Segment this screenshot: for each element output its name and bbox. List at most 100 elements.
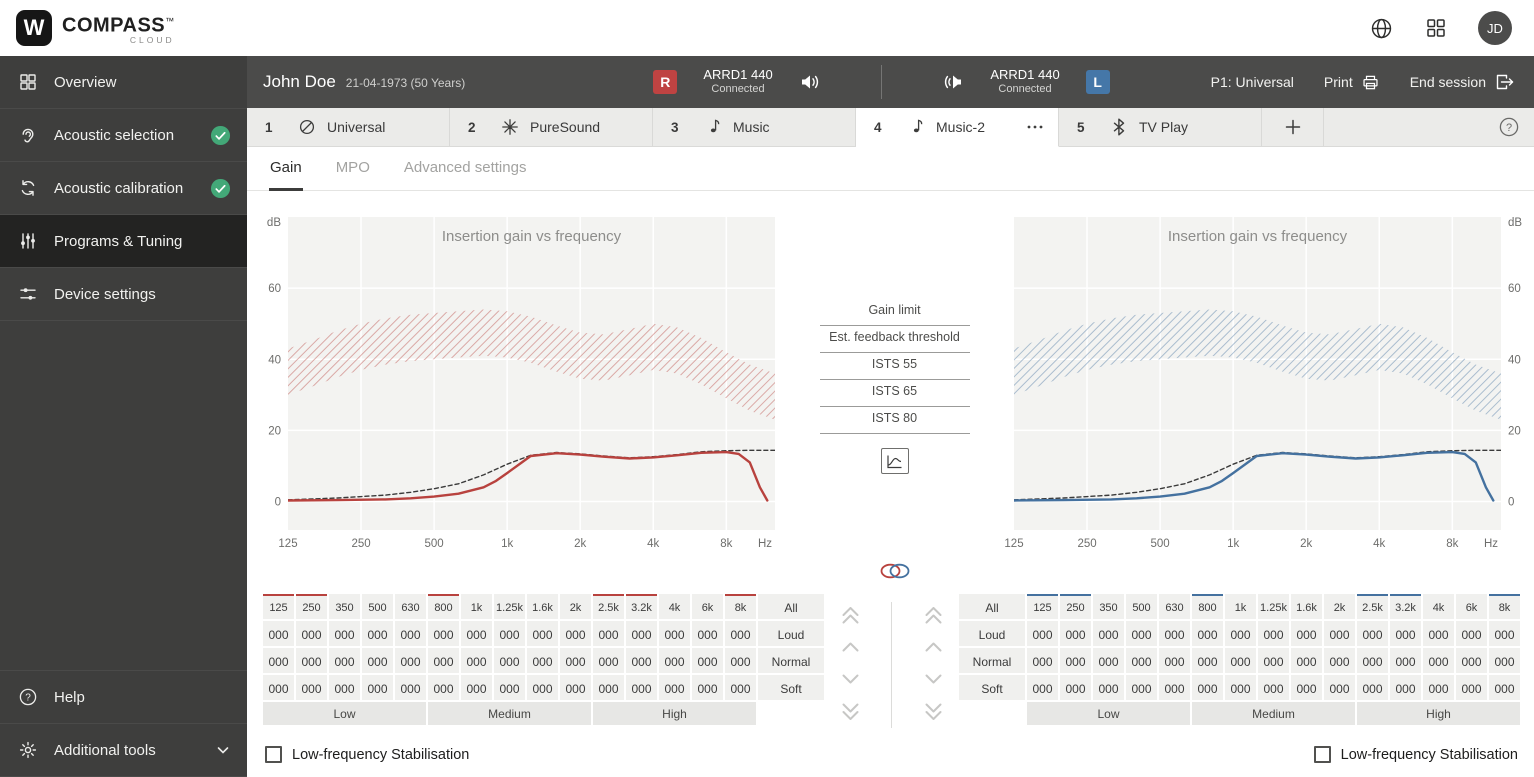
nudge-down-large-left-ear[interactable] bbox=[918, 698, 948, 724]
program-tab-puresound[interactable]: 2 PureSound bbox=[450, 108, 653, 146]
row-label-soft[interactable]: Soft bbox=[758, 675, 824, 700]
frequency-header[interactable]: 1k bbox=[1225, 594, 1256, 619]
nudge-up-left-ear[interactable] bbox=[918, 634, 948, 660]
gain-cell[interactable]: 000 bbox=[692, 675, 723, 700]
gain-cell[interactable]: 000 bbox=[1456, 675, 1487, 700]
row-label-normal[interactable]: Normal bbox=[959, 648, 1025, 673]
frequency-header[interactable]: 2.5k bbox=[593, 594, 624, 619]
frequency-header[interactable]: 1.6k bbox=[527, 594, 558, 619]
avatar[interactable]: JD bbox=[1478, 11, 1512, 45]
gain-cell[interactable]: 000 bbox=[593, 621, 624, 646]
frequency-header[interactable]: 630 bbox=[395, 594, 426, 619]
sidebar-item-help[interactable]: ? Help bbox=[0, 671, 247, 724]
gain-cell[interactable]: 000 bbox=[1456, 648, 1487, 673]
frequency-header[interactable]: 1.6k bbox=[1291, 594, 1322, 619]
all-column-header[interactable]: All bbox=[959, 594, 1025, 619]
gain-cell[interactable]: 000 bbox=[1291, 675, 1322, 700]
speaker-icon[interactable] bbox=[799, 71, 823, 93]
gain-cell[interactable]: 000 bbox=[1060, 648, 1091, 673]
gain-cell[interactable]: 000 bbox=[362, 675, 393, 700]
gain-cell[interactable]: 000 bbox=[1489, 675, 1520, 700]
gain-cell[interactable]: 000 bbox=[593, 648, 624, 673]
gain-cell[interactable]: 000 bbox=[263, 675, 294, 700]
gain-cell[interactable]: 000 bbox=[1456, 621, 1487, 646]
gain-cell[interactable]: 000 bbox=[1060, 621, 1091, 646]
gain-cell[interactable]: 000 bbox=[1423, 621, 1454, 646]
tab-advanced-settings[interactable]: Advanced settings bbox=[403, 159, 527, 176]
frequency-header[interactable]: 3.2k bbox=[626, 594, 657, 619]
frequency-header[interactable]: 630 bbox=[1159, 594, 1190, 619]
nudge-down-left-ear[interactable] bbox=[918, 666, 948, 692]
speaker-mirrored-icon[interactable] bbox=[940, 71, 964, 93]
band-medium[interactable]: Medium bbox=[428, 702, 591, 725]
gain-cell[interactable]: 000 bbox=[593, 675, 624, 700]
row-label-soft[interactable]: Soft bbox=[959, 675, 1025, 700]
gain-cell[interactable]: 000 bbox=[1126, 648, 1157, 673]
gain-cell[interactable]: 000 bbox=[1423, 648, 1454, 673]
gain-cell[interactable]: 000 bbox=[395, 648, 426, 673]
program-tab-menu-button[interactable] bbox=[1024, 118, 1046, 136]
gain-cell[interactable]: 000 bbox=[1258, 621, 1289, 646]
curve-toggle-est-feedback-threshold[interactable]: Est. feedback threshold bbox=[819, 326, 970, 353]
gain-cell[interactable]: 000 bbox=[428, 648, 459, 673]
frequency-header[interactable]: 250 bbox=[296, 594, 327, 619]
globe-icon[interactable] bbox=[1369, 16, 1394, 41]
program-tab-music-2[interactable]: 4 Music-2 bbox=[856, 108, 1059, 147]
tab-gain[interactable]: Gain bbox=[269, 147, 303, 191]
frequency-header[interactable]: 8k bbox=[1489, 594, 1520, 619]
gain-cell[interactable]: 000 bbox=[494, 675, 525, 700]
gain-cell[interactable]: 000 bbox=[692, 648, 723, 673]
gain-cell[interactable]: 000 bbox=[560, 621, 591, 646]
gain-cell[interactable]: 000 bbox=[329, 648, 360, 673]
gain-cell[interactable]: 000 bbox=[1027, 648, 1058, 673]
gain-cell[interactable]: 000 bbox=[659, 621, 690, 646]
gain-cell[interactable]: 000 bbox=[1357, 621, 1388, 646]
gain-cell[interactable]: 000 bbox=[362, 621, 393, 646]
band-high[interactable]: High bbox=[1357, 702, 1520, 725]
frequency-header[interactable]: 350 bbox=[329, 594, 360, 619]
gain-cell[interactable]: 000 bbox=[626, 648, 657, 673]
gain-cell[interactable]: 000 bbox=[461, 648, 492, 673]
frequency-header[interactable]: 4k bbox=[1423, 594, 1454, 619]
curve-toggle-ists-80[interactable]: ISTS 80 bbox=[819, 407, 970, 434]
gain-cell[interactable]: 000 bbox=[1192, 648, 1223, 673]
gain-cell[interactable]: 000 bbox=[659, 648, 690, 673]
frequency-header[interactable]: 1.25k bbox=[1258, 594, 1289, 619]
print-button[interactable]: Print bbox=[1324, 73, 1380, 92]
gain-cell[interactable]: 000 bbox=[527, 648, 558, 673]
frequency-header[interactable]: 6k bbox=[692, 594, 723, 619]
gain-cell[interactable]: 000 bbox=[1390, 648, 1421, 673]
gain-cell[interactable]: 000 bbox=[263, 621, 294, 646]
gain-cell[interactable]: 000 bbox=[362, 648, 393, 673]
gain-cell[interactable]: 000 bbox=[1192, 621, 1223, 646]
gain-cell[interactable]: 000 bbox=[725, 675, 756, 700]
gain-cell[interactable]: 000 bbox=[1324, 675, 1355, 700]
frequency-header[interactable]: 800 bbox=[1192, 594, 1223, 619]
nudge-up-large-left-ear[interactable] bbox=[918, 602, 948, 628]
gain-cell[interactable]: 000 bbox=[692, 621, 723, 646]
gain-cell[interactable]: 000 bbox=[1126, 621, 1157, 646]
help-button[interactable]: ? bbox=[1498, 108, 1520, 146]
gain-cell[interactable]: 000 bbox=[1093, 621, 1124, 646]
frequency-header[interactable]: 2k bbox=[1324, 594, 1355, 619]
gain-cell[interactable]: 000 bbox=[329, 675, 360, 700]
band-low[interactable]: Low bbox=[1027, 702, 1190, 725]
frequency-header[interactable]: 8k bbox=[725, 594, 756, 619]
frequency-header[interactable]: 800 bbox=[428, 594, 459, 619]
gain-cell[interactable]: 000 bbox=[1357, 648, 1388, 673]
end-session-button[interactable]: End session bbox=[1410, 72, 1514, 92]
gain-cell[interactable]: 000 bbox=[1126, 675, 1157, 700]
gain-cell[interactable]: 000 bbox=[1258, 675, 1289, 700]
row-label-loud[interactable]: Loud bbox=[959, 621, 1025, 646]
gain-cell[interactable]: 000 bbox=[1060, 675, 1091, 700]
gain-cell[interactable]: 000 bbox=[1324, 621, 1355, 646]
program-tab-music[interactable]: 3 Music bbox=[653, 108, 856, 146]
gain-cell[interactable]: 000 bbox=[1390, 621, 1421, 646]
gain-cell[interactable]: 000 bbox=[1093, 648, 1124, 673]
frequency-header[interactable]: 2.5k bbox=[1357, 594, 1388, 619]
gain-cell[interactable]: 000 bbox=[1357, 675, 1388, 700]
program-tab-tv-play[interactable]: 5 TV Play bbox=[1059, 108, 1262, 146]
add-program-tab-button[interactable] bbox=[1262, 108, 1324, 146]
sidebar-item-programs-tuning[interactable]: Programs & Tuning bbox=[0, 215, 247, 268]
frequency-header[interactable]: 6k bbox=[1456, 594, 1487, 619]
